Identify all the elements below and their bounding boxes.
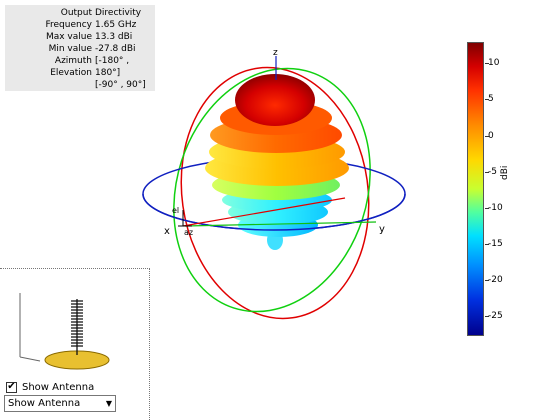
- dropdown-selected-value: Show Antenna: [8, 398, 81, 409]
- antenna-display-dropdown[interactable]: Show Antenna ▼: [4, 395, 116, 412]
- info-row-elevation: Elevation 180°]: [5, 67, 155, 79]
- antenna-preview: [19, 293, 110, 370]
- x-axis-label: x: [164, 226, 170, 237]
- info-value: Directivity: [95, 8, 142, 18]
- x-axis: [182, 197, 346, 227]
- elevation-circle-red: [180, 66, 370, 320]
- colorbar-tick-label: -5: [488, 167, 497, 177]
- info-key: Elevation: [50, 68, 92, 78]
- colorbar-tick: [485, 316, 489, 317]
- colorbar-tick: [485, 136, 489, 137]
- preview-axis-diagonal: [19, 356, 41, 362]
- info-row-max: Max value 13.3 dBi: [5, 31, 155, 43]
- info-value: 180°]: [95, 68, 121, 78]
- info-key: Frequency: [45, 20, 93, 30]
- colorbar-tick: [485, 208, 489, 209]
- azimuth-circle-front-arc: [142, 193, 406, 231]
- elevation-label: el: [172, 206, 179, 215]
- colorbar-tick: [485, 280, 489, 281]
- colorbar-tick: [485, 63, 489, 64]
- colorbar-tick: [485, 172, 489, 173]
- colorbar-tick-label: -10: [488, 203, 503, 213]
- show-antenna-checkbox[interactable]: ✔: [6, 381, 17, 393]
- info-row-min: Min value -27.8 dBi: [5, 43, 155, 55]
- colorbar-tick: [485, 244, 489, 245]
- checkbox-check-icon: ✔: [7, 381, 16, 392]
- colorbar: [467, 42, 484, 336]
- colorbar-tick-label: -15: [488, 239, 503, 249]
- helix-icon: [71, 299, 83, 355]
- info-row-azimuth: Azimuth [-180° ,: [5, 55, 155, 67]
- info-row-continuation: [-90° , 90°]: [5, 79, 155, 91]
- info-value: [-90° , 90°]: [95, 80, 146, 90]
- show-antenna-checkbox-row[interactable]: ✔ Show Antenna: [6, 380, 94, 394]
- info-panel: Output Directivity Frequency 1.65 GHz Ma…: [5, 5, 155, 91]
- info-key: Azimuth: [54, 56, 92, 66]
- antenna-preview-panel: [0, 268, 150, 420]
- elevation-circle-green: [173, 67, 371, 313]
- info-value: 1.65 GHz: [95, 20, 137, 30]
- show-antenna-checkbox-label[interactable]: Show Antenna: [22, 381, 95, 393]
- y-axis-label: y: [379, 224, 385, 235]
- z-axis-label: z: [273, 48, 278, 58]
- azimuth-label: az: [184, 228, 193, 237]
- info-key: Min value: [48, 44, 92, 54]
- colorbar-tick-label: -25: [488, 311, 503, 321]
- info-value: 13.3 dBi: [95, 32, 133, 42]
- y-axis: [184, 221, 377, 227]
- info-row-output: Output Directivity: [5, 7, 155, 19]
- colorbar-tick-label: -20: [488, 275, 503, 285]
- info-key: Max value: [45, 32, 92, 42]
- info-value: [-180° ,: [95, 56, 130, 66]
- colorbar-tick-label: 5: [488, 94, 494, 104]
- colorbar-tick-label: 0: [488, 131, 494, 141]
- chevron-down-icon[interactable]: ▼: [105, 399, 112, 408]
- info-value: -27.8 dBi: [95, 44, 136, 54]
- info-row-frequency: Frequency 1.65 GHz: [5, 19, 155, 31]
- lobe-top-cap: [235, 74, 315, 126]
- colorbar-tick: [485, 99, 489, 100]
- info-key: Output: [60, 8, 92, 18]
- colorbar-unit-label: dBi: [500, 165, 510, 180]
- colorbar-tick-label: 10: [488, 58, 500, 68]
